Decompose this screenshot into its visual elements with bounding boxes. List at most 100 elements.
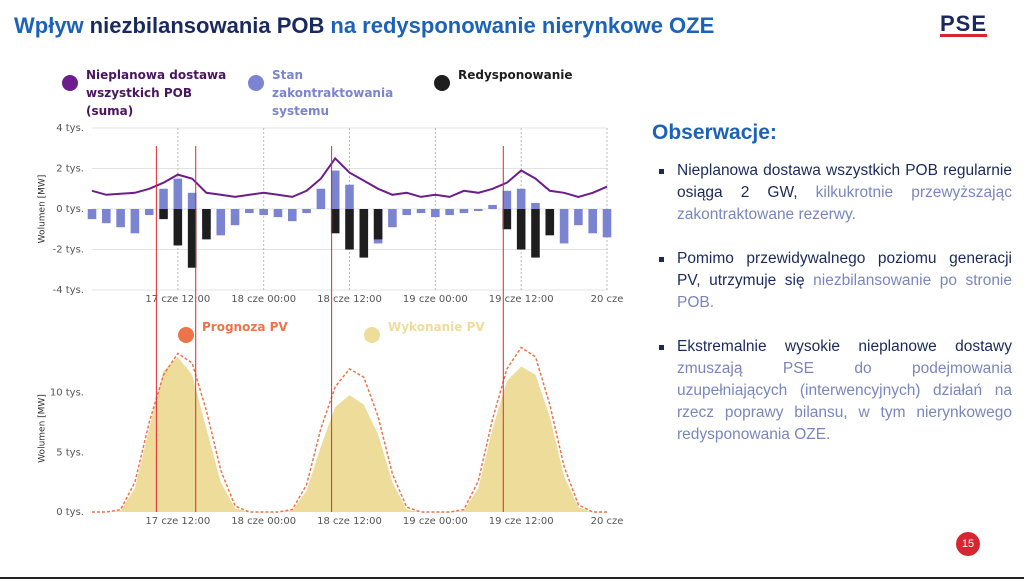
- bar: [273, 209, 283, 218]
- y-tick-label: 0 tys.: [56, 204, 84, 215]
- bar: [87, 209, 97, 220]
- logo: PSE: [940, 11, 988, 37]
- bar: [173, 209, 183, 246]
- bar: [431, 209, 440, 218]
- line: [91, 156, 608, 198]
- legend-label: Stan zakontraktowania systemu: [272, 68, 394, 118]
- bar: [216, 209, 226, 236]
- x-tick-label: 19 cze 12:00: [489, 516, 554, 527]
- x-tick-label: 20 cze: [591, 294, 624, 305]
- y-tick-label: -4 tys.: [53, 285, 84, 296]
- bar: [531, 202, 540, 209]
- bar: [588, 209, 597, 234]
- observation-text: kilkukrotnie przewyższając zakontraktowa…: [677, 184, 1012, 223]
- bar: [202, 209, 211, 240]
- bar: [144, 209, 154, 216]
- charts: -4 tys. -2 tys. 0 tys. 2 tys. 4 tys. 17 cze 1…: [38, 123, 624, 527]
- area: [92, 356, 607, 512]
- observation-text: Ekstremalnie wysokie nieplanowe dostawy: [677, 338, 1012, 355]
- bar: [373, 209, 383, 240]
- bar: [330, 209, 340, 234]
- observation-text: niezbilansowanie po stronie POB.: [677, 272, 1012, 311]
- bar: [516, 188, 526, 209]
- observation-text: zmuszają PSE do podejmowania uzupełniają…: [677, 360, 1012, 443]
- legend-swatch: [364, 327, 380, 343]
- legend-swatch: [434, 75, 450, 91]
- bar: [359, 209, 369, 258]
- observation-text: Pomimo przewidywalnego poziomu generacji…: [677, 250, 1012, 289]
- bar: [602, 209, 612, 238]
- bar: [287, 209, 297, 222]
- bar: [302, 209, 311, 214]
- x-tick-label: 17 cze 12:00: [145, 294, 210, 305]
- legend-label: Prognoza PV: [202, 320, 288, 334]
- legend-label: Redysponowanie: [458, 68, 573, 82]
- bar: [516, 209, 526, 250]
- legend-label: Nieplanowa dostawa wszystkich POB (suma): [86, 68, 227, 118]
- legend-swatch: [248, 75, 264, 91]
- bar: [173, 178, 183, 209]
- bar: [559, 209, 569, 244]
- bar: [502, 190, 512, 209]
- title-part: niezbilansowania POB: [89, 13, 325, 38]
- y-tick-label: 4 tys.: [56, 123, 84, 134]
- x-tick-label: 18 cze 12:00: [317, 516, 382, 527]
- bar: [330, 170, 340, 209]
- bar: [159, 209, 168, 220]
- legend-item: Redysponowanie: [434, 66, 604, 91]
- bar: [259, 209, 268, 216]
- x-tick-label: 18 cze 12:00: [317, 294, 382, 305]
- bar: [445, 209, 454, 216]
- legend-item: Nieplanowa dostawa wszystkich POB (suma): [62, 66, 232, 120]
- observations-heading: Obserwacje:: [652, 121, 777, 144]
- legend-swatch: [178, 327, 194, 343]
- x-tick-label: 18 cze 00:00: [231, 516, 296, 527]
- x-tick-label: 17 cze 12:00: [145, 516, 210, 527]
- legend-swatch: [62, 75, 78, 91]
- bar: [459, 209, 469, 214]
- x-tick-label: 18 cze 00:00: [231, 294, 296, 305]
- bar: [316, 188, 326, 209]
- y-tick-label: 2 tys.: [56, 164, 84, 175]
- legend-item: Wykonanie PV: [364, 318, 534, 343]
- observation: Ekstremalnie wysokie nieplanowe dostawy …: [650, 336, 1012, 446]
- title-part: na redysponowanie nierynkowe OZE: [330, 13, 715, 38]
- y-tick-label: -2 tys.: [53, 245, 84, 256]
- x-tick-label: 19 cze 12:00: [489, 294, 554, 305]
- bar: [230, 209, 240, 226]
- bar: [574, 209, 583, 226]
- bar: [531, 209, 540, 258]
- x-tick-label: 20 cze: [591, 516, 624, 527]
- x-tick-label: 19 cze 00:00: [403, 516, 468, 527]
- legend-item: Stan zakontraktowania systemu: [248, 66, 418, 120]
- bar: [473, 209, 483, 212]
- observation: Nieplanowa dostawa wszystkich POB regula…: [650, 160, 1012, 226]
- y-tick-label: 0 tys.: [56, 507, 84, 518]
- page-number: 15: [956, 532, 980, 556]
- slide-title: Wpływ niezbilansowania POB na redysponowan…: [14, 13, 714, 39]
- bar: [388, 209, 397, 228]
- y-axis-title: Wolumen [MW]: [38, 175, 48, 244]
- y-axis-title: Wolumen [MW]: [38, 394, 48, 463]
- bar: [502, 209, 512, 230]
- bar: [187, 192, 197, 209]
- legend-item: Prognoza PV: [178, 318, 348, 343]
- bar: [130, 209, 140, 234]
- bar: [345, 184, 354, 209]
- x-tick-label: 19 cze 00:00: [403, 294, 468, 305]
- bar: [488, 204, 497, 209]
- bar: [102, 209, 111, 224]
- bar: [187, 209, 197, 268]
- y-tick-label: 10 tys.: [50, 388, 84, 399]
- dashed-line: [92, 346, 607, 513]
- footer-line: [0, 577, 1024, 579]
- title-part: Wpływ: [14, 13, 84, 38]
- legend-label: Wykonanie PV: [388, 320, 485, 334]
- bar: [545, 209, 555, 236]
- bar: [416, 209, 426, 214]
- observation-text: Nieplanowa dostawa wszystkich POB regula…: [677, 162, 1012, 201]
- bar: [402, 209, 412, 216]
- bar: [116, 209, 125, 228]
- y-tick-label: 5 tys.: [56, 447, 84, 458]
